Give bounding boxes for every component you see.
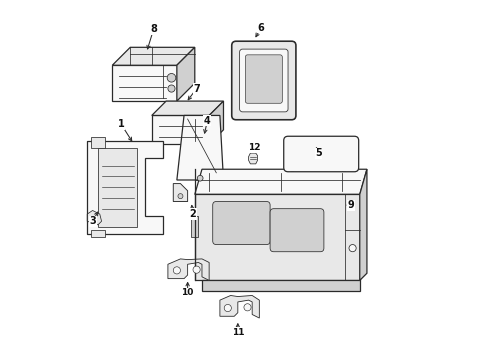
Circle shape xyxy=(224,305,231,312)
Circle shape xyxy=(244,304,251,311)
Polygon shape xyxy=(209,101,223,144)
Polygon shape xyxy=(87,211,101,225)
Text: 1: 1 xyxy=(118,120,124,129)
Text: 7: 7 xyxy=(193,84,200,94)
Polygon shape xyxy=(291,166,294,171)
FancyBboxPatch shape xyxy=(232,41,296,120)
Polygon shape xyxy=(220,296,259,318)
Circle shape xyxy=(173,267,180,274)
Circle shape xyxy=(178,194,183,199)
Polygon shape xyxy=(152,116,209,144)
Polygon shape xyxy=(168,259,209,280)
Text: 12: 12 xyxy=(248,143,260,152)
Polygon shape xyxy=(360,169,367,280)
Text: 3: 3 xyxy=(89,216,96,226)
Polygon shape xyxy=(87,140,163,234)
Text: 8: 8 xyxy=(150,24,157,35)
Polygon shape xyxy=(195,169,367,194)
Polygon shape xyxy=(112,47,195,65)
Polygon shape xyxy=(291,139,294,144)
Text: 2: 2 xyxy=(190,209,196,219)
FancyBboxPatch shape xyxy=(245,55,282,103)
Circle shape xyxy=(197,175,203,181)
Polygon shape xyxy=(98,148,137,226)
Circle shape xyxy=(168,85,175,92)
Polygon shape xyxy=(202,280,360,291)
Polygon shape xyxy=(173,184,188,202)
Text: 6: 6 xyxy=(258,23,265,33)
Polygon shape xyxy=(177,116,223,180)
Text: 9: 9 xyxy=(347,200,354,210)
Text: 11: 11 xyxy=(232,328,244,337)
Polygon shape xyxy=(191,216,198,237)
Circle shape xyxy=(193,266,200,273)
Text: 5: 5 xyxy=(315,148,322,158)
FancyBboxPatch shape xyxy=(270,209,324,252)
Text: 4: 4 xyxy=(204,116,211,126)
Polygon shape xyxy=(112,65,177,101)
Polygon shape xyxy=(91,230,105,237)
Polygon shape xyxy=(195,194,360,280)
FancyBboxPatch shape xyxy=(240,49,288,112)
Polygon shape xyxy=(342,139,344,144)
Text: 10: 10 xyxy=(181,288,194,297)
Polygon shape xyxy=(248,153,258,164)
FancyBboxPatch shape xyxy=(213,202,270,244)
Circle shape xyxy=(167,73,176,82)
Polygon shape xyxy=(152,101,223,116)
Polygon shape xyxy=(342,166,344,171)
FancyBboxPatch shape xyxy=(284,136,359,172)
Circle shape xyxy=(349,244,356,252)
Polygon shape xyxy=(177,47,195,101)
Polygon shape xyxy=(91,137,105,148)
